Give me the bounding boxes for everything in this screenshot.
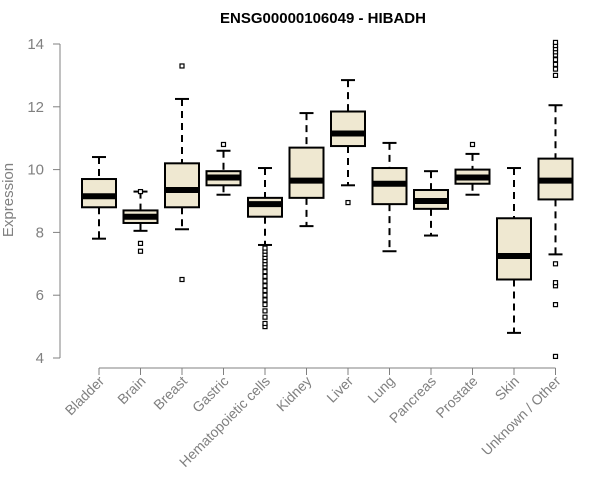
outlier-point [552,39,559,46]
outlier-point [469,141,476,148]
outlier-point [220,141,227,148]
y-tick-label: 12 [27,99,44,116]
outlier-point [552,66,559,72]
outlier-point [179,63,185,69]
y-axis: 4 6 8 10 12 14 [27,36,61,367]
y-tick-label: 6 [36,287,44,304]
box-lung [371,141,408,253]
x-tick-label: Prostate [432,373,480,421]
x-tick-label: Skin [492,373,523,404]
y-tick-label: 8 [36,224,44,241]
box-bladder [81,156,117,240]
outlier-point [262,292,268,298]
box-series [81,39,574,360]
outlier-point [552,72,559,79]
outlier-point [552,61,559,68]
x-tick-label: Bladder [62,373,108,419]
box-pancreas [413,170,449,237]
outlier-point [262,278,268,284]
box-unknown-other [537,39,574,360]
chart-title: ENSG00000106049 - HIBADH [220,10,426,27]
outlier-point [262,269,268,275]
outlier-point [345,199,351,206]
box-skin [496,167,532,334]
box-kidney [288,112,325,228]
x-tick-label: Brain [114,373,148,407]
outlier-point [262,308,268,314]
outlier-point [262,297,268,303]
y-tick-label: 4 [36,350,44,367]
outlier-point [179,276,185,283]
box-iqr [496,217,532,281]
outlier-point [552,353,559,360]
outlier-point [552,261,559,267]
box-breast [164,63,200,283]
outlier-point [262,283,268,289]
outlier-point [262,273,268,279]
box-iqr [247,196,283,218]
x-tick-label: Breast [150,373,190,413]
box-liver [330,79,366,206]
x-tick-label: Unknown / Other [478,373,564,459]
outlier-point [262,287,268,294]
outlier-point [137,248,144,254]
box-hematopoietic-cells [247,167,283,330]
x-tick-label: Liver [323,373,356,406]
y-axis-label: Expression [0,163,17,237]
x-tick-label: Lung [364,373,397,406]
x-tick-label: Kidney [273,373,315,415]
box-gastric [205,141,242,196]
outlier-point [262,314,268,320]
box-prostate [454,141,491,196]
box-iqr [288,146,325,199]
outlier-point [262,320,268,327]
outlier-point [262,302,268,308]
outlier-point [552,57,559,63]
outlier-point [552,280,559,286]
outlier-point [262,245,268,251]
box-brain [122,188,159,254]
box-iqr [164,162,200,209]
box-iqr [81,178,117,209]
outlier-point [552,302,559,308]
box-iqr [330,110,366,148]
outlier-point [137,188,144,195]
y-tick-label: 10 [27,162,44,179]
outlier-point [137,240,144,246]
y-tick-label: 14 [27,36,44,53]
